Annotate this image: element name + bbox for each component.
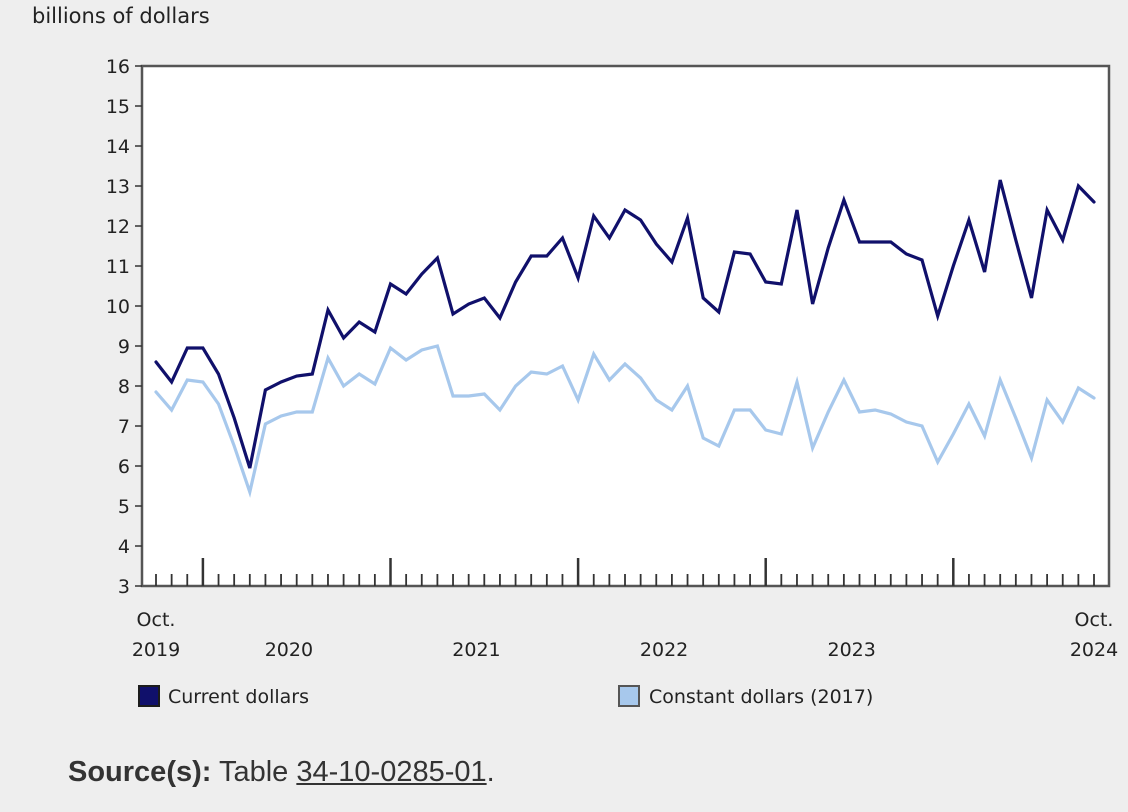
source-table-text: Table <box>218 756 289 788</box>
legend-label-constant: Constant dollars (2017) <box>649 686 873 708</box>
y-tick-label: 9 <box>118 336 130 358</box>
legend: Current dollars Constant dollars (2017) <box>138 685 873 708</box>
series-lines <box>154 179 1096 498</box>
x-tick-label-year: 2022 <box>640 639 688 661</box>
x-tick-label-year: 2020 <box>265 639 313 661</box>
y-tick-label: 6 <box>118 456 130 478</box>
y-tick-label: 11 <box>106 256 130 278</box>
legend-swatch-current <box>138 685 160 707</box>
y-tick-label: 8 <box>118 376 130 398</box>
x-tick-label-year: 2023 <box>828 639 876 661</box>
series-line-constant-dollars <box>154 344 1096 498</box>
y-tick-label: 10 <box>106 296 130 318</box>
legend-swatch-constant <box>618 685 640 707</box>
y-tick-label: 12 <box>106 216 130 238</box>
x-tick-label-year: 2021 <box>452 639 500 661</box>
y-tick-label: 3 <box>118 576 130 598</box>
plot-area <box>140 64 1111 588</box>
x-tick-label-month: Oct. <box>1075 609 1114 631</box>
y-axis: 3 4 5 6 7 8 9 10 11 12 13 14 15 16 <box>106 56 142 598</box>
y-tick-label: 14 <box>106 136 130 158</box>
y-axis-unit-label: billions of dollars <box>32 4 210 28</box>
y-tick-label: 13 <box>106 176 130 198</box>
source-suffix: . <box>486 756 495 788</box>
source-prefix: Source(s): <box>68 756 212 788</box>
y-tick-label: 5 <box>118 496 130 518</box>
x-tick-label-year: 2024 <box>1070 639 1118 661</box>
x-tick-label-year: 2019 <box>132 639 180 661</box>
legend-label-current: Current dollars <box>168 686 309 708</box>
y-tick-label: 4 <box>118 536 130 558</box>
series-line-current-dollars <box>154 179 1096 469</box>
x-axis: Oct. 2019 2020 2021 2022 2023 Oct. 2024 <box>132 558 1118 661</box>
source-table-link[interactable]: 34-10-0285-01 <box>296 756 487 788</box>
y-tick-label: 15 <box>106 96 130 118</box>
y-tick-label: 7 <box>118 416 130 438</box>
y-tick-label: 16 <box>106 56 130 78</box>
x-tick-label-month: Oct. <box>137 609 176 631</box>
source-note: Source(s): Table 34-10-0285-01. <box>68 756 495 789</box>
line-chart: 3 4 5 6 7 8 9 10 11 12 13 14 15 16 Oct. 2019 2020 2021 20… <box>106 56 1118 708</box>
